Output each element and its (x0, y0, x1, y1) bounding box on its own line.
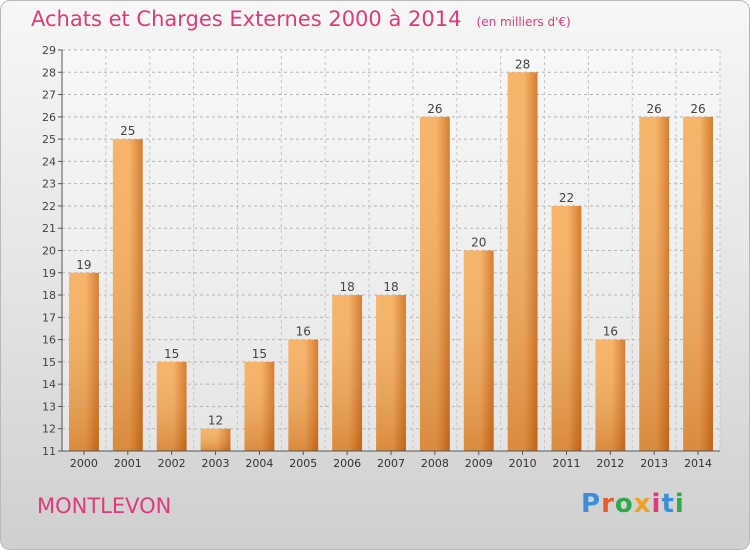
bar-value-label: 15 (164, 347, 179, 361)
y-tick-label: 24 (42, 155, 56, 168)
y-tick-label: 25 (42, 133, 56, 146)
bar-shade (288, 339, 319, 451)
chart-unit: (en milliers d'€) (476, 15, 571, 29)
y-tick-label: 13 (42, 400, 56, 413)
bar-value-label: 26 (690, 102, 705, 116)
logo-letter: r (601, 489, 615, 519)
logo-letter: i (674, 489, 685, 519)
bar-shade (244, 361, 275, 451)
bar-value-label: 26 (427, 102, 442, 116)
bar-value-label: 26 (647, 102, 662, 116)
y-tick-label: 27 (42, 89, 56, 102)
y-tick-label: 16 (42, 334, 56, 347)
proxiti-logo: Proxiti (581, 489, 685, 519)
bar-shade (507, 72, 538, 452)
bar-shade (332, 295, 363, 451)
bar-value-label: 18 (383, 280, 398, 294)
bar-shade (200, 428, 231, 451)
x-tick-label: 2009 (465, 457, 493, 470)
y-tick-label: 20 (42, 245, 56, 258)
bar-shade (69, 272, 99, 451)
x-tick-label: 2003 (202, 457, 230, 470)
y-tick-label: 15 (42, 356, 56, 369)
bar-shade (112, 139, 143, 451)
bar-shade (639, 116, 670, 451)
x-tick-label: 2000 (70, 457, 98, 470)
x-tick-label: 2005 (289, 457, 317, 470)
bar-shade (683, 116, 713, 451)
bar-shade (595, 339, 626, 451)
logo-letter: o (614, 489, 634, 519)
chart-title: Achats et Charges Externes 2000 à 2014 (31, 7, 462, 31)
logo-letter: P (581, 489, 602, 519)
y-tick-label: 17 (42, 311, 56, 324)
x-tick-label: 2004 (245, 457, 273, 470)
x-tick-label: 2012 (596, 457, 624, 470)
x-tick-label: 2006 (333, 457, 361, 470)
x-tick-label: 2010 (509, 457, 537, 470)
y-tick-label: 22 (42, 200, 56, 213)
bar-value-label: 22 (559, 191, 574, 205)
x-tick-label: 2002 (158, 457, 186, 470)
x-tick-label: 2013 (640, 457, 668, 470)
bar-shade (463, 250, 494, 451)
bar-shade (419, 116, 450, 451)
y-tick-label: 28 (42, 66, 56, 79)
logo-letter: x (633, 489, 652, 519)
y-tick-label: 19 (42, 267, 56, 280)
y-tick-label: 11 (42, 445, 56, 458)
x-tick-label: 2011 (552, 457, 580, 470)
x-tick-label: 2001 (114, 457, 142, 470)
logo-letter: i (651, 489, 662, 519)
title-row: Achats et Charges Externes 2000 à 2014 (… (31, 7, 571, 31)
bar-value-label: 18 (339, 280, 354, 294)
bar-value-label: 15 (252, 347, 267, 361)
y-tick-label: 14 (42, 378, 56, 391)
commune-name: MONTLEVON (37, 494, 172, 518)
y-tick-label: 26 (42, 111, 56, 124)
y-tick-label: 12 (42, 423, 56, 436)
bar-value-label: 16 (296, 325, 311, 339)
bar-shade (551, 205, 582, 451)
y-tick-label: 18 (42, 289, 56, 302)
y-tick-label: 21 (42, 222, 56, 235)
y-tick-label: 29 (42, 44, 56, 57)
logo-letter: t (661, 489, 675, 519)
bar-value-label: 12 (208, 414, 223, 428)
y-tick-label: 23 (42, 178, 56, 191)
bar-value-label: 16 (603, 325, 618, 339)
x-tick-label: 2007 (377, 457, 405, 470)
bar-value-label: 25 (120, 124, 135, 138)
bar-value-label: 19 (76, 258, 91, 272)
bar-shade (156, 361, 187, 451)
bar-value-label: 20 (471, 236, 486, 250)
x-tick-label: 2008 (421, 457, 449, 470)
x-tick-label: 2014 (684, 457, 712, 470)
bar-shade (376, 295, 406, 451)
bar-value-label: 28 (515, 57, 530, 71)
